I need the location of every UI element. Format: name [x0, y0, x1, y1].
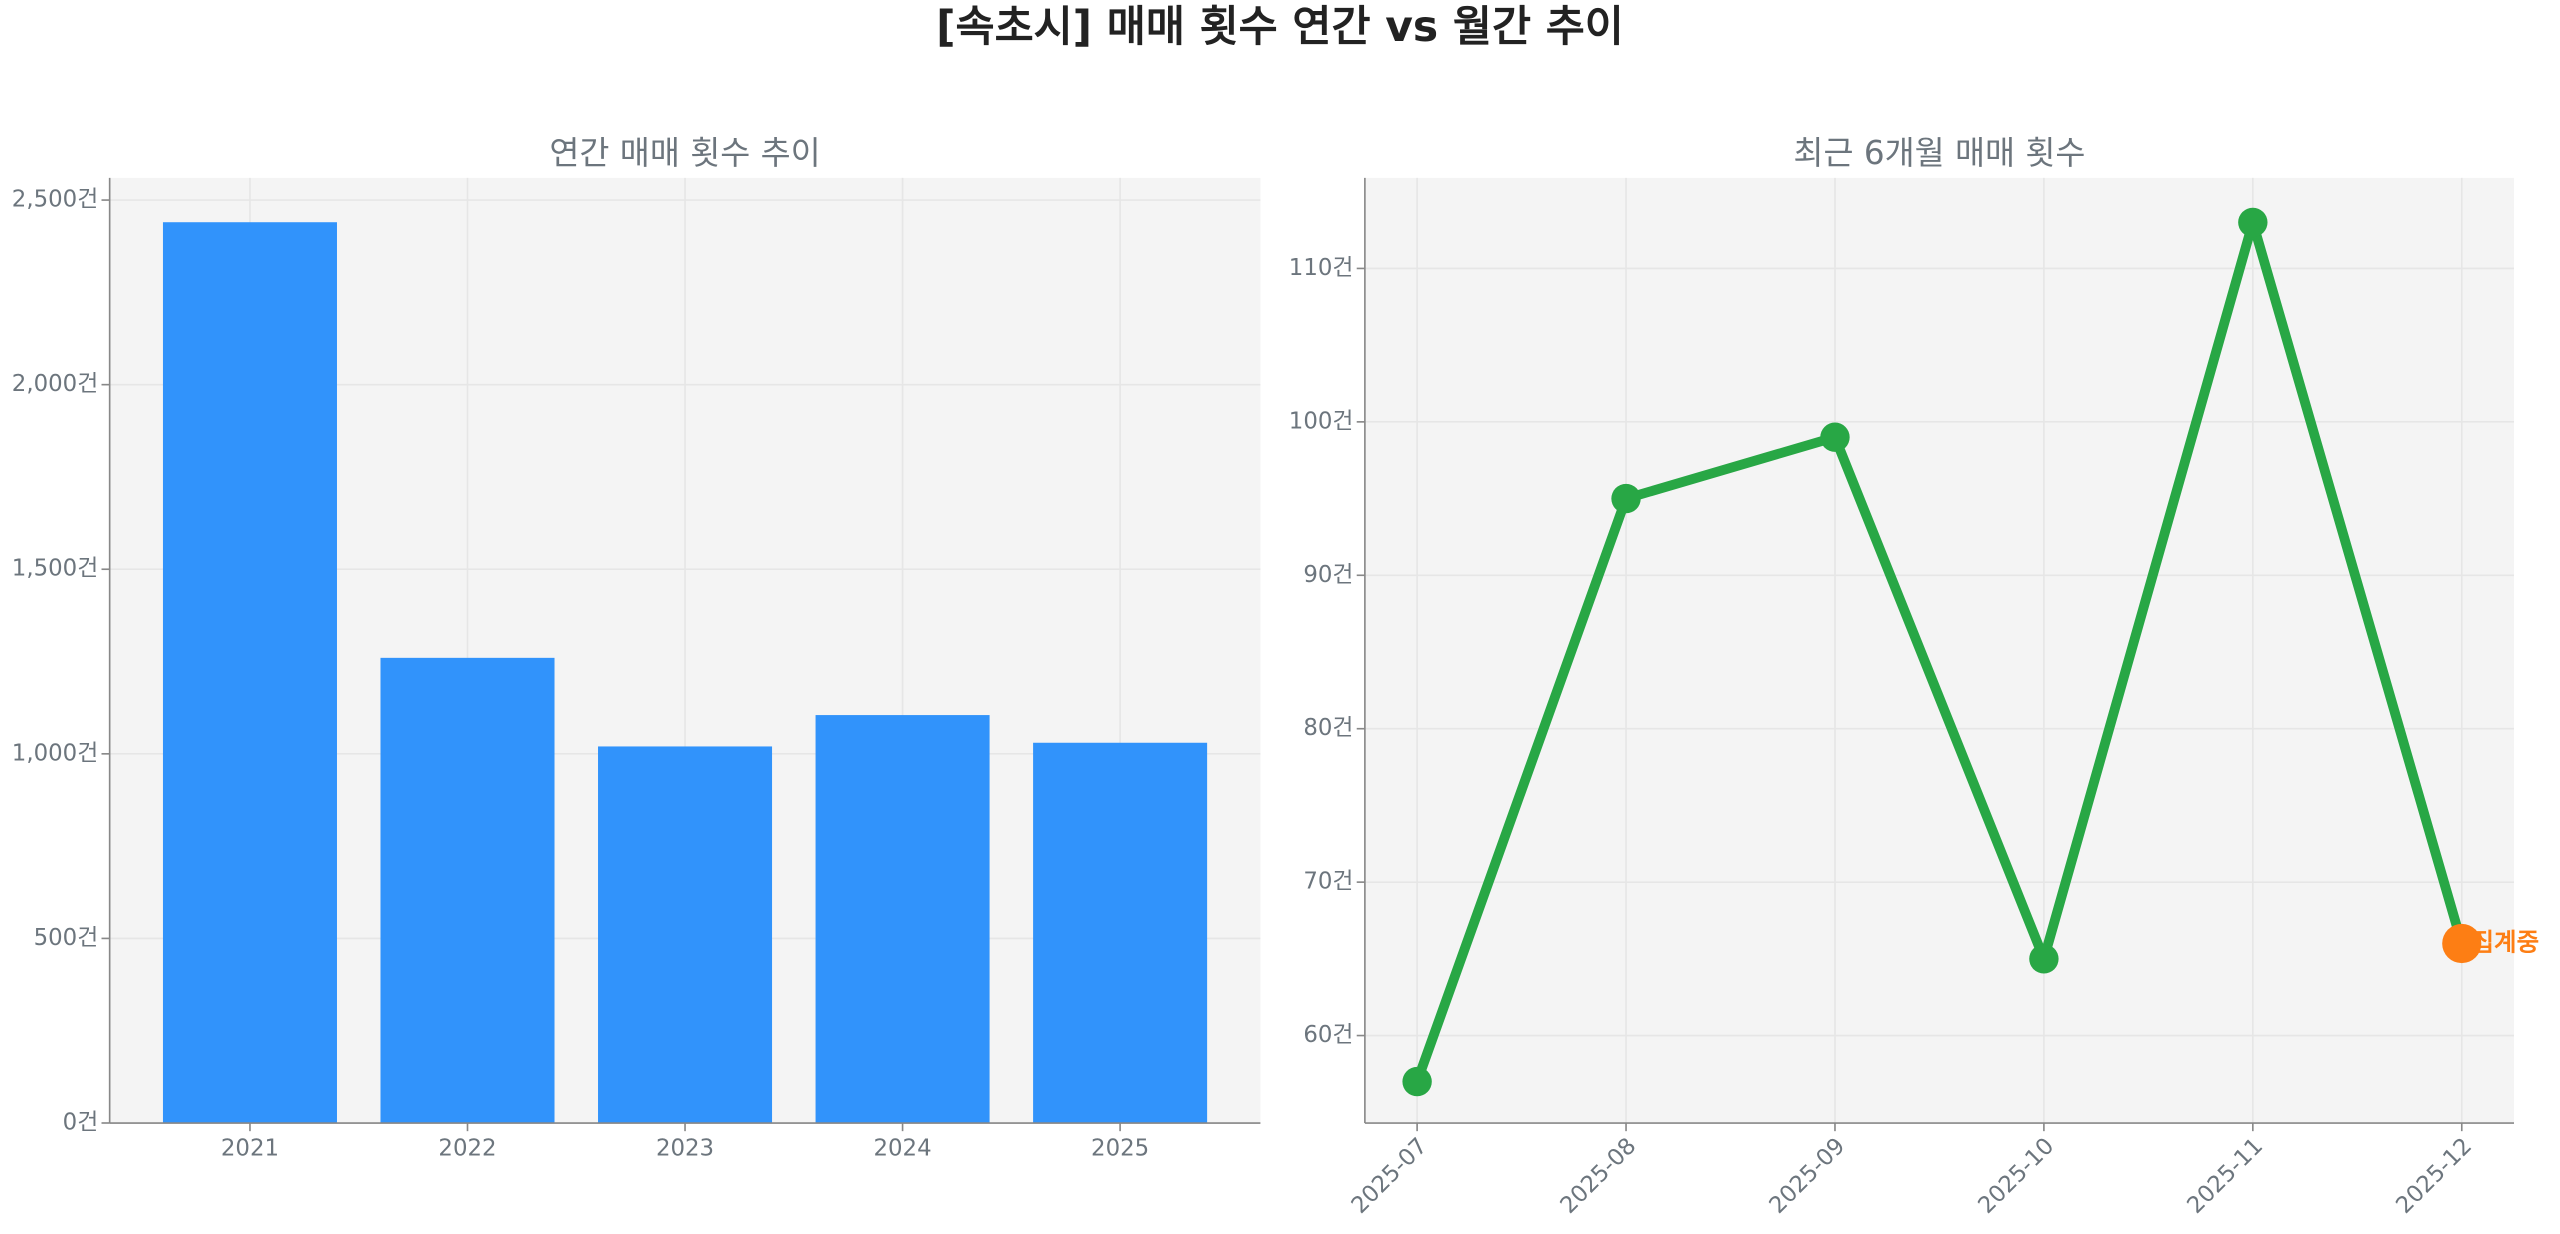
point	[2238, 207, 2268, 238]
bar	[815, 715, 990, 1124]
plot-area	[1364, 177, 2514, 1124]
y-tick-label: 1,000건	[12, 740, 98, 766]
x-tick-label: 2025-09	[1764, 1133, 1850, 1219]
point	[1611, 483, 1641, 514]
x-tick-label: 2024	[873, 1136, 931, 1162]
x-tick-label: 2025-07	[1347, 1133, 1433, 1219]
chart-title: 연간 매매 횟수 추이	[549, 134, 820, 172]
annotation-label: 집계중	[2472, 928, 2540, 957]
y-tick-label: 0건	[63, 1110, 99, 1136]
y-tick-label: 80건	[1303, 715, 1353, 741]
x-tick-label: 2025	[1091, 1136, 1149, 1162]
y-tick-label: 110건	[1289, 255, 1354, 281]
chart-title: 최근 6개월 매매 횟수	[1793, 134, 2085, 172]
bar	[1033, 742, 1208, 1124]
y-tick-label: 1,500건	[12, 556, 98, 582]
x-tick-label: 2025-10	[1973, 1133, 2059, 1219]
x-tick-label: 2022	[438, 1136, 496, 1162]
y-tick-label: 60건	[1303, 1022, 1353, 1048]
x-tick-label: 2021	[221, 1136, 279, 1162]
x-tick-label: 2025-08	[1556, 1133, 1642, 1219]
x-tick-label: 2023	[656, 1136, 714, 1162]
y-tick-label: 2,500건	[12, 187, 98, 213]
bar	[598, 746, 773, 1124]
bar	[162, 222, 337, 1124]
x-tick-label: 2025-12	[2391, 1133, 2477, 1219]
annotation-point	[2442, 923, 2482, 964]
point	[1402, 1066, 1432, 1097]
y-tick-label: 2,000건	[12, 371, 98, 397]
y-tick-label: 90건	[1303, 562, 1353, 588]
line	[1412, 217, 2467, 1084]
x-tick-label: 2025-11	[2182, 1133, 2268, 1219]
y-tick-label: 70건	[1303, 869, 1353, 895]
page-title: [속초시] 매매 횟수 연간 vs 월간 추이	[936, 3, 1624, 52]
y-tick-label: 500건	[34, 925, 99, 951]
point	[2029, 944, 2059, 974]
bar	[380, 657, 555, 1124]
y-tick-label: 100건	[1289, 408, 1354, 434]
point	[1820, 422, 1850, 452]
